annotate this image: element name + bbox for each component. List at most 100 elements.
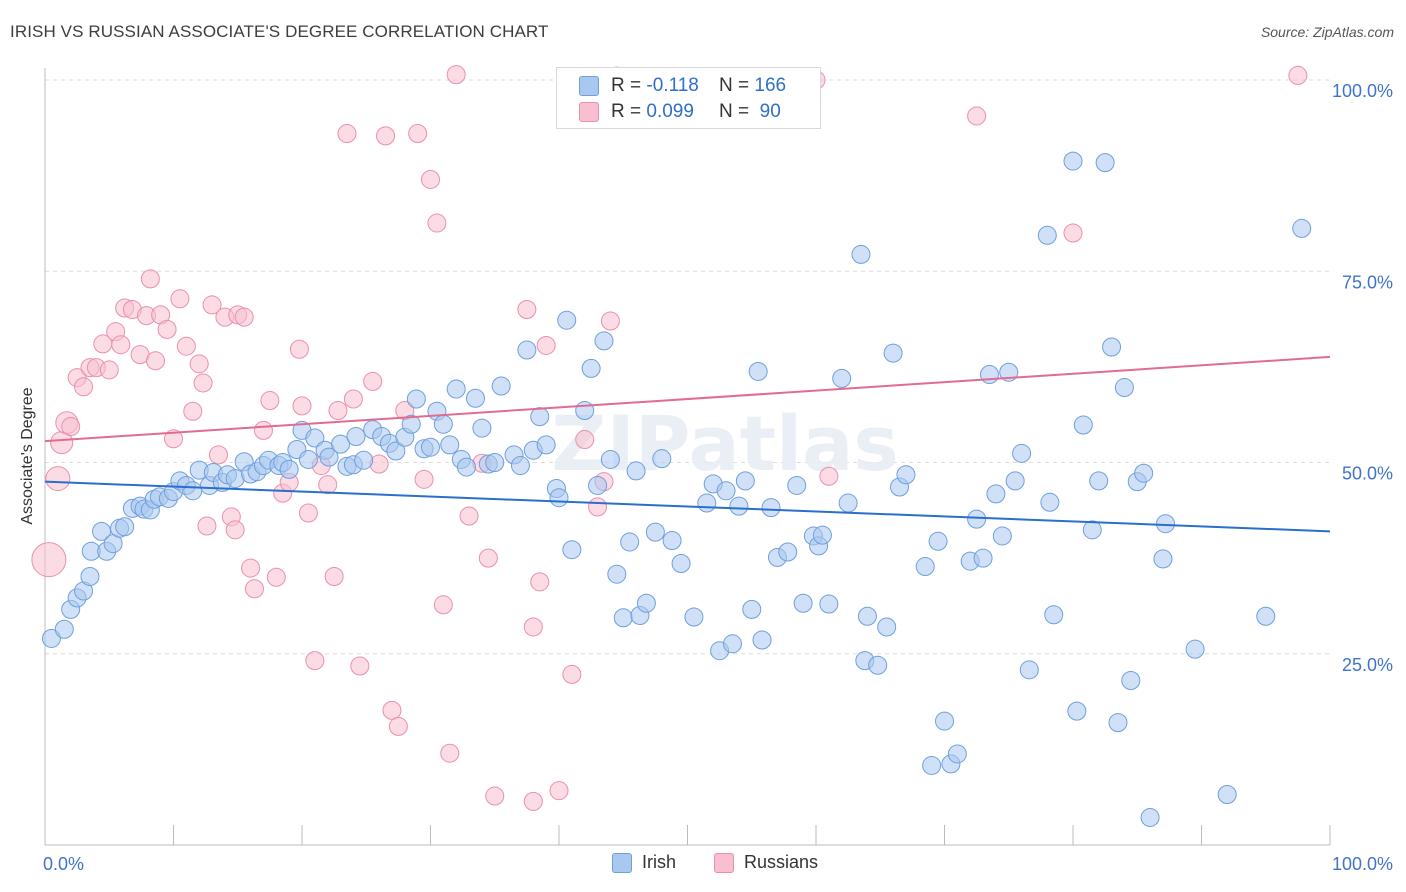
- russians-point: [157, 319, 177, 339]
- irish-trend-line: [44, 480, 1331, 533]
- russians-point: [202, 295, 222, 315]
- irish-point: [1292, 218, 1312, 238]
- russians-point: [350, 656, 370, 676]
- irish-point: [588, 475, 608, 495]
- irish-point: [729, 496, 749, 516]
- russians-point: [376, 126, 396, 146]
- irish-point: [883, 343, 903, 363]
- legend-n-label: N =: [719, 101, 750, 122]
- russians-point: [440, 743, 460, 763]
- russians-point: [183, 401, 203, 421]
- trend-lines: [44, 355, 1331, 533]
- russians-point: [530, 572, 550, 592]
- russians-point: [421, 169, 440, 189]
- irish-point: [557, 310, 577, 330]
- legend-label-russians: Russians: [744, 852, 819, 872]
- irish-point: [440, 435, 460, 455]
- irish-point: [346, 426, 366, 446]
- irish-point: [575, 400, 595, 420]
- irish-point: [1156, 514, 1176, 534]
- irish-point: [406, 389, 426, 409]
- russians-point: [819, 466, 839, 486]
- irish-point: [1005, 471, 1025, 491]
- irish-point: [491, 376, 511, 396]
- irish-point: [819, 594, 839, 614]
- russians-point: [298, 503, 318, 523]
- russians-point: [324, 566, 344, 586]
- russians-point: [485, 786, 505, 806]
- irish-point: [607, 564, 627, 584]
- russians-series: [31, 65, 1308, 811]
- russians-point: [170, 289, 190, 309]
- irish-point: [857, 606, 877, 626]
- russians-swatch: [579, 102, 599, 122]
- legend-row-russians: R = 0.099 N = 90: [579, 100, 781, 124]
- irish-point: [761, 498, 781, 518]
- irish-swatch: [579, 76, 599, 96]
- irish-point: [80, 566, 100, 586]
- y-tick-label: 50.0%: [1342, 464, 1393, 484]
- russians-point: [260, 391, 280, 411]
- russians-point: [967, 106, 987, 126]
- russians-point: [176, 336, 196, 356]
- irish-point: [600, 449, 620, 469]
- watermark: ZIPatlas: [551, 399, 898, 488]
- irish-point: [433, 414, 453, 434]
- y-tick-label: 75.0%: [1342, 272, 1393, 292]
- irish-point: [684, 607, 704, 627]
- irish-point: [1012, 443, 1032, 463]
- irish-point: [1102, 337, 1122, 357]
- russians-point: [305, 651, 325, 671]
- irish-point: [41, 628, 61, 648]
- irish-point: [562, 540, 582, 560]
- irish-point: [967, 509, 987, 529]
- russians-point: [225, 520, 245, 540]
- irish-point: [510, 456, 530, 476]
- irish-point: [1073, 415, 1093, 435]
- irish-point: [877, 617, 897, 637]
- russians-point: [446, 65, 466, 85]
- irish-point: [1256, 606, 1276, 626]
- irish-point: [465, 388, 485, 408]
- source-label: Source: ZipAtlas.com: [1260, 24, 1394, 40]
- irish-point: [1108, 713, 1128, 733]
- russians-point: [328, 400, 348, 420]
- series-legend: Irish Russians: [0, 852, 1406, 878]
- irish-series: [41, 151, 1312, 827]
- irish-point: [851, 244, 871, 264]
- russians-point: [266, 567, 286, 587]
- legend-r-value: 0.099: [646, 101, 694, 122]
- irish-point: [1217, 785, 1237, 805]
- legend-n-value: 90: [759, 101, 781, 122]
- irish-point: [662, 531, 682, 551]
- axes: [44, 68, 1331, 846]
- irish-point: [1185, 639, 1205, 659]
- russians-point: [600, 311, 620, 331]
- irish-point: [530, 407, 550, 427]
- legend-item-russians: Russians: [714, 852, 818, 873]
- legend-item-irish: Irish: [612, 852, 676, 873]
- irish-point: [1040, 492, 1060, 512]
- russians-point: [244, 579, 264, 599]
- russians-point: [208, 445, 228, 465]
- irish-point: [671, 553, 691, 573]
- russians-point: [408, 124, 428, 144]
- russians-point: [588, 497, 608, 517]
- irish-point: [386, 441, 406, 461]
- stats-legend: R = -0.118 N = 166 R = 0.099 N = 90: [556, 67, 821, 129]
- irish-point: [421, 437, 440, 457]
- x-tick-label: 0.0%: [43, 854, 84, 874]
- russians-point: [146, 351, 166, 371]
- irish-point: [778, 542, 798, 562]
- irish-point: [868, 655, 888, 675]
- russians-point: [343, 389, 363, 409]
- irish-point: [928, 531, 948, 551]
- russians-legend-swatch: [714, 852, 734, 873]
- russians-point: [1288, 65, 1308, 85]
- russians-point: [363, 371, 383, 391]
- russians-point: [140, 269, 160, 289]
- chart-title: IRISH VS RUSSIAN ASSOCIATE'S DEGREE CORR…: [10, 22, 549, 41]
- russians-point: [562, 664, 582, 684]
- irish-point: [915, 557, 935, 577]
